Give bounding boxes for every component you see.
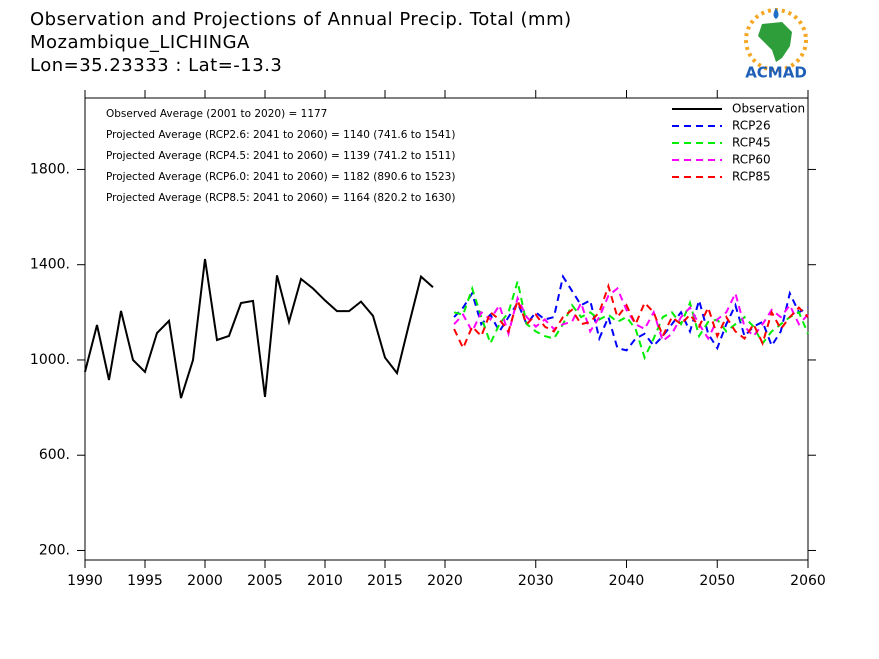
logo: ACMAD <box>744 8 808 82</box>
legend-label: RCP45 <box>732 136 771 150</box>
x-tick-label: 1995 <box>127 573 163 589</box>
y-tick-label: 200. <box>39 542 70 558</box>
title-line: Mozambique_LICHINGA <box>30 32 250 53</box>
x-tick-label: 1990 <box>67 573 103 589</box>
annotation: Projected Average (RCP6.0: 2041 to 2060)… <box>106 171 455 183</box>
logo-africa <box>758 22 792 62</box>
x-tick-label: 2020 <box>427 573 463 589</box>
annotation: Projected Average (RCP8.5: 2041 to 2060)… <box>106 192 455 204</box>
legend-label: RCP85 <box>732 170 771 184</box>
series-line <box>453 282 809 351</box>
legend-label: RCP60 <box>732 153 771 167</box>
x-tick-label: 2005 <box>247 573 283 589</box>
legend-label: Observation <box>732 102 805 116</box>
x-tick-label: 2030 <box>518 573 554 589</box>
title-line: Lon=35.23333 : Lat=-13.3 <box>30 55 282 76</box>
x-tick-label: 2000 <box>187 573 223 589</box>
x-tick-label: 2015 <box>367 573 403 589</box>
logo-drop <box>773 8 779 19</box>
x-tick-label: 2010 <box>307 573 343 589</box>
title-line: Observation and Projections of Annual Pr… <box>30 9 572 30</box>
x-tick-label: 2050 <box>699 573 735 589</box>
annotation: Projected Average (RCP4.5: 2041 to 2060)… <box>106 150 455 162</box>
series-line <box>84 258 434 399</box>
legend-label: RCP26 <box>732 119 771 133</box>
series-line <box>453 281 809 361</box>
y-tick-label: 1400. <box>30 257 70 273</box>
y-tick-label: 1000. <box>30 352 70 368</box>
x-tick-label: 2040 <box>609 573 645 589</box>
annotation: Observed Average (2001 to 2020) = 1177 <box>106 108 327 120</box>
plot-frame <box>84 97 809 561</box>
y-tick-label: 600. <box>39 447 70 463</box>
annotation: Projected Average (RCP2.6: 2041 to 2060)… <box>106 129 455 141</box>
y-tick-label: 1800. <box>30 161 70 177</box>
logo-text: ACMAD <box>745 64 807 82</box>
x-tick-label: 2060 <box>790 573 826 589</box>
